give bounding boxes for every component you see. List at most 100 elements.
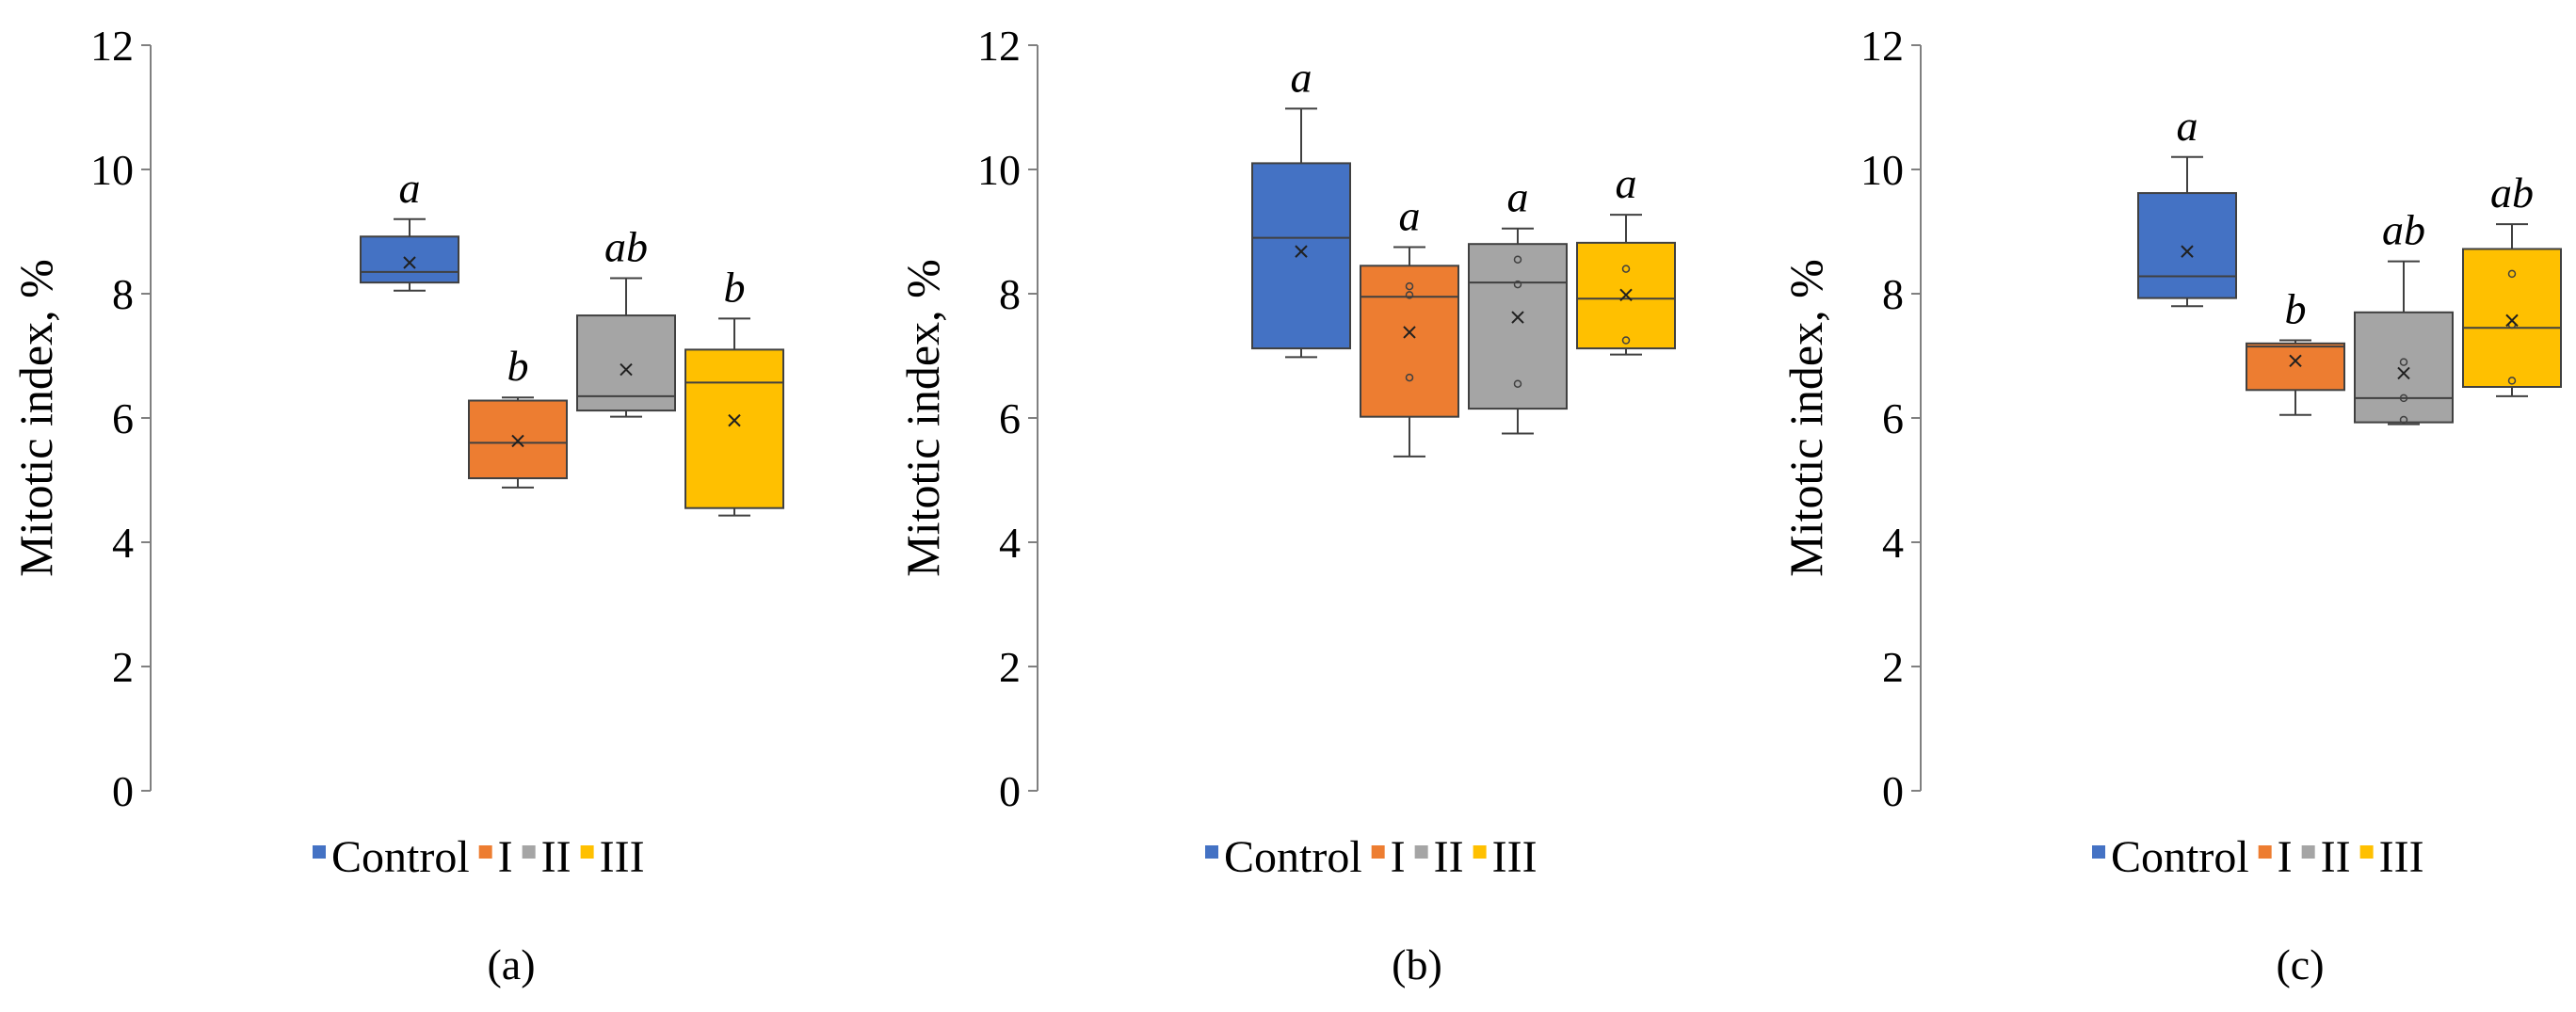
mean-marker [2397, 366, 2410, 380]
legend-label-i: I [1391, 832, 1406, 882]
legend-swatch-ii [1414, 845, 1428, 859]
y-tick-label: 8 [112, 270, 134, 318]
box-iii: a [1576, 159, 1676, 356]
y-tick-label: 12 [1860, 22, 1904, 70]
significance-letter: b [507, 342, 529, 390]
legend-label-iii: III [2379, 832, 2424, 882]
significance-letter: a [1291, 53, 1312, 101]
y-tick-label: 0 [999, 767, 1021, 815]
legend-swatch-control [2092, 845, 2105, 859]
data-point [2507, 377, 2517, 385]
legend-label-control: Control [331, 832, 470, 882]
significance-letter: b [724, 263, 746, 311]
data-point [2399, 358, 2408, 366]
legend-swatch-iii [2359, 845, 2374, 859]
significance-letter: b [2285, 285, 2307, 333]
y-tick-label: 10 [1860, 146, 1904, 194]
y-tick-label: 2 [999, 643, 1021, 691]
y-tick-label: 6 [999, 394, 1021, 442]
y-tick-label: 4 [112, 519, 134, 567]
significance-letter: ab [604, 223, 648, 271]
data-point [1405, 281, 1414, 291]
mean-marker [2181, 245, 2194, 258]
data-point [1513, 280, 1522, 289]
data-point [2399, 415, 2408, 425]
box-ii: ab [576, 223, 676, 418]
box-iqr [2246, 342, 2345, 392]
legend-swatch-ii [2301, 845, 2315, 859]
box-iqr [468, 399, 568, 480]
legend-label-i: I [498, 832, 513, 882]
legend-label-iii: III [600, 832, 645, 882]
significance-letter: a [1616, 159, 1637, 207]
legend-swatch-iii [580, 845, 594, 859]
mean-marker [620, 362, 633, 377]
box-iqr [1251, 162, 1351, 350]
y-tick-label: 4 [1882, 519, 1904, 567]
y-axis-title: Mitotic index, % [896, 259, 949, 576]
mean-marker [2505, 313, 2519, 328]
legend-swatch-control [1205, 845, 1218, 859]
legend: Control I II III [2092, 832, 2424, 882]
mean-marker [403, 256, 416, 269]
legend-swatch-i [2258, 845, 2272, 859]
panel-label: (b) [1392, 940, 1442, 988]
y-tick-label: 8 [1882, 270, 1904, 318]
box-iqr [1360, 265, 1459, 418]
mean-marker [2289, 354, 2302, 367]
y-tick-label: 0 [112, 767, 134, 815]
mean-marker [1403, 326, 1416, 339]
box-iii: ab [2462, 169, 2562, 397]
mean-marker [1511, 311, 1524, 324]
legend-label-i: I [2278, 832, 2293, 882]
significance-letter: a [2177, 102, 2198, 150]
legend: Control I II III [313, 832, 645, 882]
mean-marker [511, 434, 524, 448]
data-point [1405, 291, 1414, 299]
box-iqr [2354, 311, 2454, 424]
significance-letter: ab [2490, 169, 2534, 217]
panel-label: (a) [487, 940, 535, 988]
legend-swatch-control [313, 845, 326, 859]
y-tick-label: 12 [90, 22, 134, 70]
legend-label-control: Control [1224, 832, 1362, 882]
legend-label-ii: II [2321, 832, 2351, 882]
data-point [1513, 255, 1522, 264]
y-tick-label: 8 [999, 270, 1021, 318]
data-point [2507, 269, 2517, 279]
data-point [2399, 394, 2408, 403]
legend-swatch-i [478, 845, 492, 859]
y-tick-label: 2 [1882, 643, 1904, 691]
panel-label: (c) [2276, 940, 2324, 988]
box-i: b [2246, 285, 2345, 416]
box-iqr [576, 314, 676, 412]
y-axis-title: Mitotic index, % [9, 259, 62, 576]
box-control: a [360, 164, 459, 292]
y-tick-label: 12 [977, 22, 1021, 70]
data-point [1621, 265, 1631, 273]
box-control: a [2137, 102, 2237, 308]
legend-label-ii: II [1434, 832, 1464, 882]
legend-label-iii: III [1492, 832, 1538, 882]
y-axis-title: Mitotic index, % [1779, 259, 1832, 576]
box-iii: b [684, 263, 784, 517]
legend-label-control: Control [2111, 832, 2249, 882]
significance-letter: ab [2382, 206, 2425, 254]
box-iqr [2137, 192, 2237, 299]
y-tick-label: 6 [112, 394, 134, 442]
box-ii: ab [2354, 206, 2454, 426]
mean-marker [1619, 288, 1633, 302]
significance-letter: a [1507, 173, 1529, 221]
y-tick-label: 10 [977, 146, 1021, 194]
legend: Control I II III [1205, 832, 1538, 882]
box-iqr [1468, 243, 1568, 410]
data-point [1513, 379, 1522, 388]
legend-swatch-i [1371, 845, 1385, 859]
legend-swatch-ii [522, 845, 536, 859]
box-iqr [2462, 248, 2562, 389]
y-tick-label: 10 [90, 146, 134, 194]
